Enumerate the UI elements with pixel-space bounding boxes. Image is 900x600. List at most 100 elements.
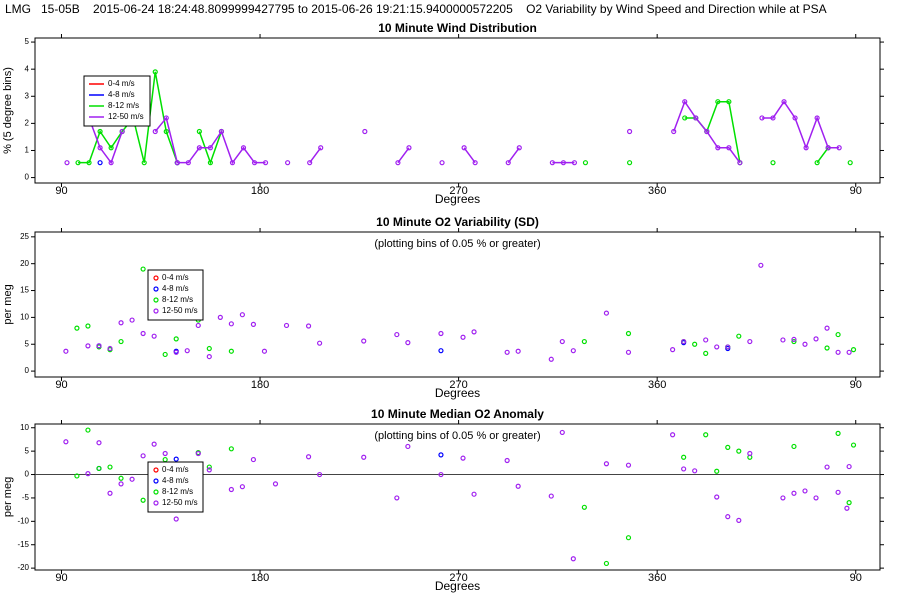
point: [715, 145, 721, 151]
point: [682, 115, 688, 121]
point: [471, 491, 477, 497]
legend-label: 12-50 m/s: [162, 498, 198, 507]
point: [460, 334, 466, 340]
point: [626, 128, 633, 135]
legend-swatch: [153, 500, 159, 506]
point: [715, 99, 721, 105]
point: [824, 464, 830, 470]
point: [185, 160, 191, 166]
point: [317, 471, 323, 478]
x-tick-label: 180: [251, 572, 269, 584]
y-tick-label: -5: [22, 493, 30, 502]
point: [814, 115, 820, 121]
point: [395, 160, 401, 166]
legend-label: 4-8 m/s: [162, 284, 189, 293]
y-tick-label: 4: [25, 64, 30, 73]
point: [97, 145, 103, 151]
point: [439, 160, 445, 166]
point: [625, 349, 632, 355]
point: [461, 145, 467, 151]
point: [195, 322, 201, 329]
point: [791, 490, 797, 496]
point: [725, 514, 731, 520]
point: [780, 495, 786, 501]
point: [803, 145, 809, 151]
point: [603, 461, 610, 467]
point: [682, 99, 688, 105]
point: [726, 145, 732, 151]
point: [118, 338, 124, 345]
legend-label: 4-8 m/s: [108, 90, 135, 99]
chart-title: 10 Minute O2 Variability (SD): [376, 215, 539, 229]
point: [119, 128, 125, 135]
point: [625, 330, 632, 337]
point: [725, 444, 731, 450]
point: [394, 331, 400, 338]
legend-label: 8-12 m/s: [162, 295, 193, 304]
point: [714, 344, 720, 350]
point: [692, 468, 698, 474]
point: [438, 452, 444, 458]
point: [405, 443, 411, 450]
point: [681, 338, 687, 345]
point: [152, 69, 158, 75]
point: [726, 99, 732, 105]
point: [438, 348, 444, 354]
point: [228, 348, 234, 354]
point: [163, 128, 169, 135]
point: [770, 160, 776, 166]
plot-frame: [34, 423, 881, 571]
point: [107, 490, 113, 496]
chart-title: 10 Minute Wind Distribution: [378, 21, 537, 35]
point: [736, 517, 742, 523]
point: [361, 454, 367, 460]
legend-swatch: [153, 489, 159, 495]
x-tick-label: 90: [850, 185, 862, 197]
y-tick-label: -20: [17, 563, 29, 572]
point: [582, 160, 589, 166]
point: [251, 160, 258, 166]
point: [570, 556, 576, 562]
x-axis-label: Degrees: [435, 579, 480, 593]
y-tick-label: -10: [17, 516, 29, 525]
point: [86, 160, 92, 166]
point: [206, 467, 212, 473]
point: [681, 454, 687, 460]
point: [262, 160, 269, 166]
point: [285, 160, 291, 166]
point: [239, 312, 245, 318]
point: [505, 160, 511, 166]
point: [307, 160, 313, 166]
point: [559, 338, 565, 345]
point: [162, 450, 168, 457]
point: [670, 432, 676, 438]
point: [305, 454, 312, 460]
plot-frame: [34, 37, 881, 184]
point: [118, 320, 124, 326]
y-tick-label: 0: [25, 470, 30, 479]
point: [825, 145, 831, 151]
point: [406, 145, 412, 151]
point: [571, 160, 578, 166]
point: [747, 338, 753, 345]
point: [438, 471, 444, 478]
point: [835, 430, 841, 436]
x-tick-label: 270: [449, 379, 467, 391]
y-tick-label: 10: [20, 312, 29, 321]
x-tick-label: 360: [648, 185, 666, 197]
point: [438, 330, 444, 337]
header: LMG 15-05B 2015-06-24 18:24:48.809999942…: [5, 2, 827, 16]
point: [847, 160, 853, 166]
point: [195, 450, 201, 457]
plot-frame: [34, 231, 881, 378]
point: [151, 333, 157, 339]
point: [824, 325, 830, 331]
point: [96, 465, 102, 472]
point: [283, 322, 290, 329]
point: [471, 329, 477, 335]
legend-swatch: [153, 297, 159, 303]
series-line: [88, 100, 840, 165]
point: [118, 475, 124, 481]
annotation: (plotting bins of 0.05 % or greater): [374, 430, 540, 442]
y-tick-label: 20: [20, 259, 29, 268]
